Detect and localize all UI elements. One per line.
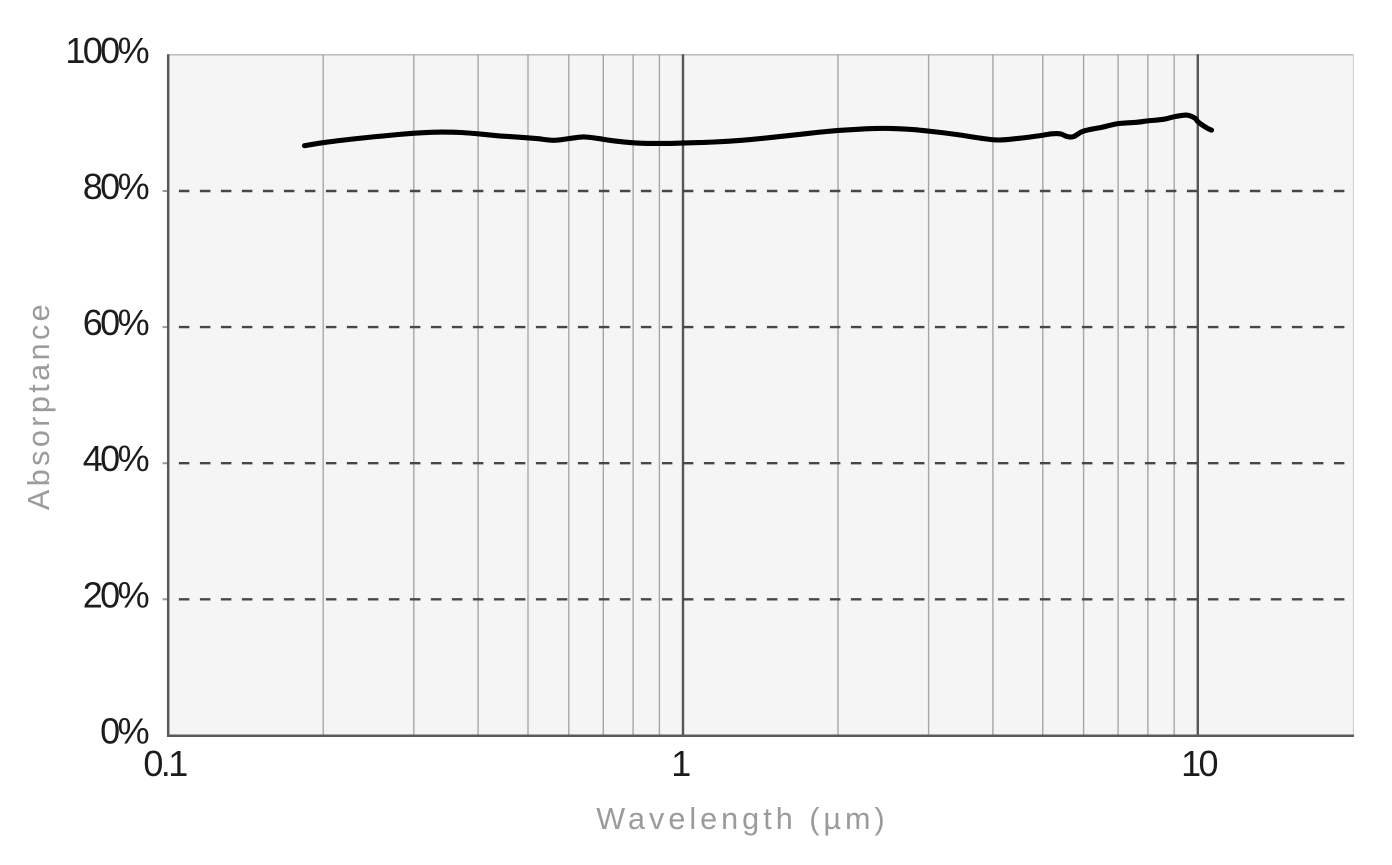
svg-text:20%: 20% — [83, 574, 149, 615]
svg-text:Wavelength (µm): Wavelength (µm) — [596, 802, 888, 836]
svg-text:60%: 60% — [83, 302, 149, 343]
svg-text:0%: 0% — [100, 710, 148, 751]
svg-text:100%: 100% — [65, 30, 148, 71]
svg-text:40%: 40% — [83, 438, 149, 479]
svg-text:Absorptance: Absorptance — [22, 301, 56, 510]
svg-text:80%: 80% — [83, 166, 149, 207]
svg-text:1: 1 — [671, 743, 690, 784]
svg-text:0.1: 0.1 — [143, 743, 187, 784]
svg-text:10: 10 — [1181, 743, 1217, 784]
